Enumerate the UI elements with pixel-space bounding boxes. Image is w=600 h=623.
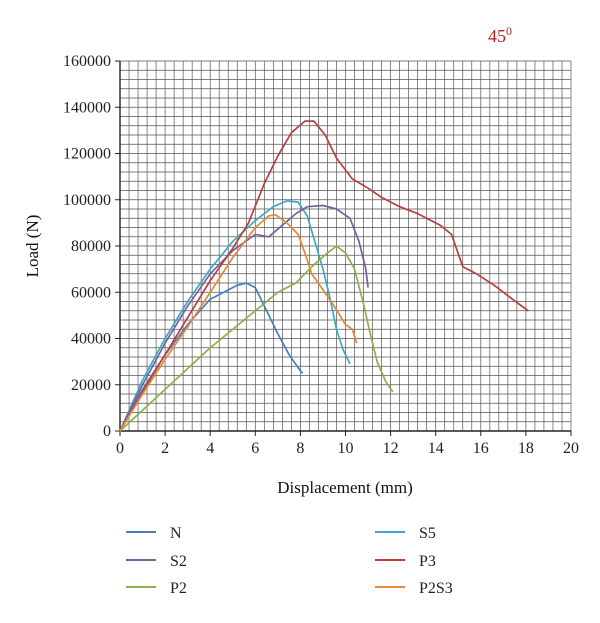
- series-line-p3: [119, 120, 529, 432]
- y-tick-label: 60000: [71, 284, 111, 301]
- legend-label-p3: P3: [419, 553, 436, 570]
- x-tick-label: 20: [563, 440, 579, 457]
- x-tick-label: 4: [206, 440, 214, 457]
- y-tick-label: 0: [103, 423, 111, 440]
- series-line-p2s3: [119, 213, 358, 432]
- chart-grid: [119, 60, 572, 432]
- chart-legend: N S5 S2 P3 P2 P2S3: [126, 525, 453, 597]
- legend-label-s2: S2: [170, 553, 187, 570]
- y-tick-label: 120000: [63, 146, 111, 163]
- x-tick-label: 18: [518, 440, 534, 457]
- x-tick-label: 16: [473, 440, 489, 457]
- legend-label-p2: P2: [170, 580, 187, 597]
- legend-label-p2s3: P2S3: [419, 580, 453, 597]
- x-tick-label: 2: [161, 440, 169, 457]
- chart-series: [119, 120, 529, 432]
- series-line-p2: [119, 245, 394, 432]
- tick-labels: 0 2 4 6 8 10 12 14 16 18 20 0 20000 40000 60000 80000 10…: [63, 53, 579, 457]
- legend-label-s5: S5: [419, 525, 436, 542]
- series-line-s5: [119, 200, 351, 432]
- angle-annotation-value: 45: [488, 26, 506, 46]
- y-tick-label: 100000: [63, 192, 111, 209]
- x-tick-label: 12: [383, 440, 399, 457]
- angle-annotation-superscript: 0: [506, 24, 512, 38]
- legend-label-n: N: [170, 525, 182, 542]
- x-tick-label: 14: [428, 440, 444, 457]
- x-tick-label: 0: [116, 440, 124, 457]
- x-tick-label: 6: [251, 440, 259, 457]
- chart-axes: [115, 60, 572, 436]
- y-tick-label: 20000: [71, 377, 111, 394]
- angle-annotation: 450: [488, 24, 512, 46]
- x-tick-label: 8: [296, 440, 304, 457]
- x-axis-title: Displacement (mm): [277, 478, 413, 497]
- y-tick-label: 40000: [71, 331, 111, 348]
- x-tick-label: 10: [338, 440, 354, 457]
- series-line-s2: [119, 204, 369, 432]
- y-tick-label: 80000: [71, 238, 111, 255]
- y-tick-label: 140000: [63, 99, 111, 116]
- y-tick-label: 160000: [63, 53, 111, 70]
- y-axis-title: Load (N): [23, 215, 42, 278]
